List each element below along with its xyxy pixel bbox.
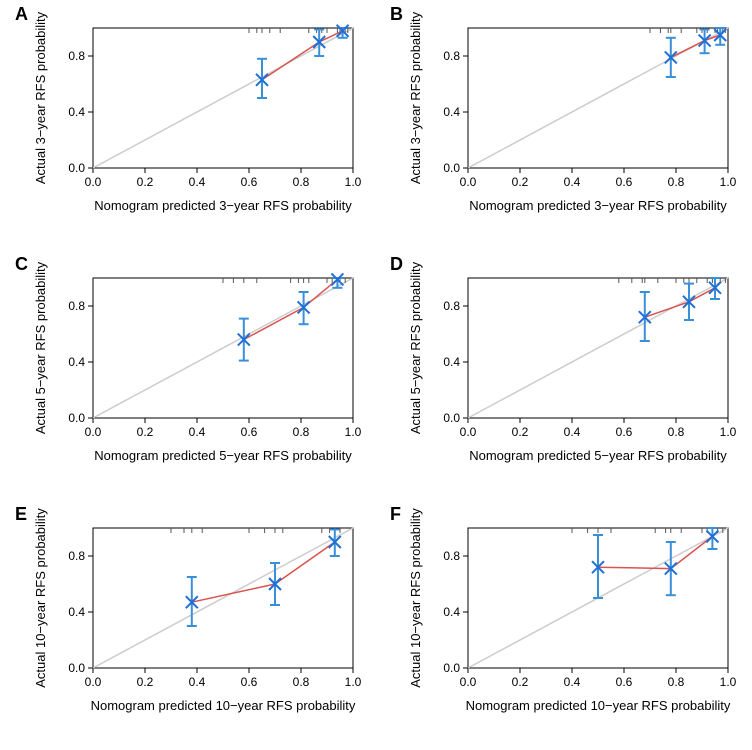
svg-text:0.4: 0.4 xyxy=(564,675,581,689)
svg-text:0.2: 0.2 xyxy=(512,425,529,439)
svg-text:0.4: 0.4 xyxy=(68,105,85,119)
svg-text:0.4: 0.4 xyxy=(68,605,85,619)
svg-text:0.4: 0.4 xyxy=(189,175,206,189)
svg-text:0.0: 0.0 xyxy=(460,675,477,689)
ylabel: Actual 3−year RFS probability xyxy=(408,11,423,184)
plot-a: 0.0 0.2 0.4 0.6 0.8 1.0 0.0 0.4 0.8 Nomogram pred… xyxy=(15,0,375,250)
ylabel: Actual 5−year RFS probability xyxy=(33,261,48,434)
svg-text:0.8: 0.8 xyxy=(668,175,685,189)
panel-e: E0.00.20.40.60.81.00.00.40.8Nomogram pre… xyxy=(15,500,375,750)
svg-text:0.6: 0.6 xyxy=(241,175,258,189)
svg-text:0.0: 0.0 xyxy=(443,661,460,675)
svg-text:0.0: 0.0 xyxy=(68,661,85,675)
svg-text:0.2: 0.2 xyxy=(137,425,154,439)
svg-text:0.4: 0.4 xyxy=(68,355,85,369)
svg-text:0.2: 0.2 xyxy=(137,675,154,689)
svg-text:0.8: 0.8 xyxy=(668,675,685,689)
xlabel: Nomogram predicted 10−year RFS probabili… xyxy=(91,698,356,713)
svg-text:0.2: 0.2 xyxy=(512,675,529,689)
svg-text:0.8: 0.8 xyxy=(293,425,310,439)
xlabel: Nomogram predicted 3−year RFS probabilit… xyxy=(94,198,352,213)
ylabel: Actual 10−year RFS probability xyxy=(33,508,48,688)
svg-text:0.8: 0.8 xyxy=(293,175,310,189)
svg-text:0.4: 0.4 xyxy=(189,425,206,439)
svg-text:1.0: 1.0 xyxy=(720,425,737,439)
xlabel: Nomogram predicted 5−year RFS probabilit… xyxy=(469,448,727,463)
panel-f: F0.00.20.40.60.81.00.00.40.8Nomogram pre… xyxy=(390,500,750,750)
svg-text:0.8: 0.8 xyxy=(443,299,460,313)
svg-text:0.6: 0.6 xyxy=(616,175,633,189)
panel-a: A0.00.20.40.60.81.00.00.40.8Nomogram pre… xyxy=(15,0,375,250)
svg-text:0.4: 0.4 xyxy=(564,175,581,189)
xlabel: Nomogram predicted 3−year RFS probabilit… xyxy=(469,198,727,213)
svg-text:0.0: 0.0 xyxy=(68,411,85,425)
svg-text:0.0: 0.0 xyxy=(68,161,85,175)
svg-text:0.0: 0.0 xyxy=(443,411,460,425)
svg-text:1.0: 1.0 xyxy=(345,175,362,189)
svg-text:0.6: 0.6 xyxy=(616,675,633,689)
panel-b: B0.00.20.40.60.81.00.00.40.8Nomogram pre… xyxy=(390,0,750,250)
svg-text:0.6: 0.6 xyxy=(241,425,258,439)
svg-text:0.0: 0.0 xyxy=(85,425,102,439)
plot-c: 0.0 0.2 0.4 0.6 0.8 1.0 0.0 0.4 0.8 Nomogram pred… xyxy=(15,250,375,500)
ylabel: Actual 5−year RFS probability xyxy=(408,261,423,434)
svg-text:0.6: 0.6 xyxy=(616,425,633,439)
svg-text:1.0: 1.0 xyxy=(720,675,737,689)
svg-text:0.8: 0.8 xyxy=(443,49,460,63)
svg-text:0.8: 0.8 xyxy=(68,549,85,563)
svg-text:0.4: 0.4 xyxy=(189,675,206,689)
svg-text:0.0: 0.0 xyxy=(460,425,477,439)
svg-text:0.0: 0.0 xyxy=(443,161,460,175)
svg-text:0.0: 0.0 xyxy=(85,675,102,689)
svg-text:0.2: 0.2 xyxy=(512,175,529,189)
plot-d: 0.0 0.2 0.4 0.6 0.8 1.0 0.0 0.4 0.8 Nomogram pred… xyxy=(390,250,750,500)
svg-text:0.4: 0.4 xyxy=(564,425,581,439)
plot-e: 0.0 0.2 0.4 0.6 0.8 1.0 0.0 0.4 0.8 Nomogram pred… xyxy=(15,500,375,750)
svg-text:0.4: 0.4 xyxy=(443,605,460,619)
calibration-figure: A0.00.20.40.60.81.00.00.40.8Nomogram pre… xyxy=(0,0,752,750)
svg-text:0.8: 0.8 xyxy=(68,299,85,313)
plot-f: 0.0 0.2 0.4 0.6 0.8 1.0 0.0 0.4 0.8 Nomogram pred… xyxy=(390,500,750,750)
svg-text:0.0: 0.0 xyxy=(460,175,477,189)
xlabel: Nomogram predicted 5−year RFS probabilit… xyxy=(94,448,352,463)
svg-text:1.0: 1.0 xyxy=(345,425,362,439)
svg-text:0.8: 0.8 xyxy=(68,49,85,63)
plot-b: 0.0 0.2 0.4 0.6 0.8 1.0 0.0 0.4 0.8 Nomogram pred… xyxy=(390,0,750,250)
ylabel: Actual 3−year RFS probability xyxy=(33,11,48,184)
svg-text:0.4: 0.4 xyxy=(443,355,460,369)
svg-text:0.0: 0.0 xyxy=(85,175,102,189)
svg-text:0.2: 0.2 xyxy=(137,175,154,189)
panel-c: C0.00.20.40.60.81.00.00.40.8Nomogram pre… xyxy=(15,250,375,500)
panel-d: D0.00.20.40.60.81.00.00.40.8Nomogram pre… xyxy=(390,250,750,500)
svg-text:1.0: 1.0 xyxy=(720,175,737,189)
svg-text:1.0: 1.0 xyxy=(345,675,362,689)
ylabel: Actual 10−year RFS probability xyxy=(408,508,423,688)
svg-text:0.4: 0.4 xyxy=(443,105,460,119)
svg-text:0.8: 0.8 xyxy=(668,425,685,439)
svg-text:0.6: 0.6 xyxy=(241,675,258,689)
xlabel: Nomogram predicted 10−year RFS probabili… xyxy=(466,698,731,713)
svg-text:0.8: 0.8 xyxy=(443,549,460,563)
svg-text:0.8: 0.8 xyxy=(293,675,310,689)
